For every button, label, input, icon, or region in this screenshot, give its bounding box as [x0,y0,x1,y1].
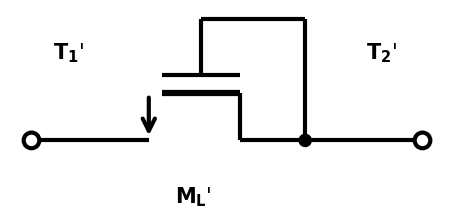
Text: $\mathbf{M_L}$': $\mathbf{M_L}$' [175,185,212,209]
Text: $\mathbf{T_1}$': $\mathbf{T_1}$' [53,42,84,65]
Circle shape [299,134,311,147]
Text: $\mathbf{T_2}$': $\mathbf{T_2}$' [366,42,397,65]
